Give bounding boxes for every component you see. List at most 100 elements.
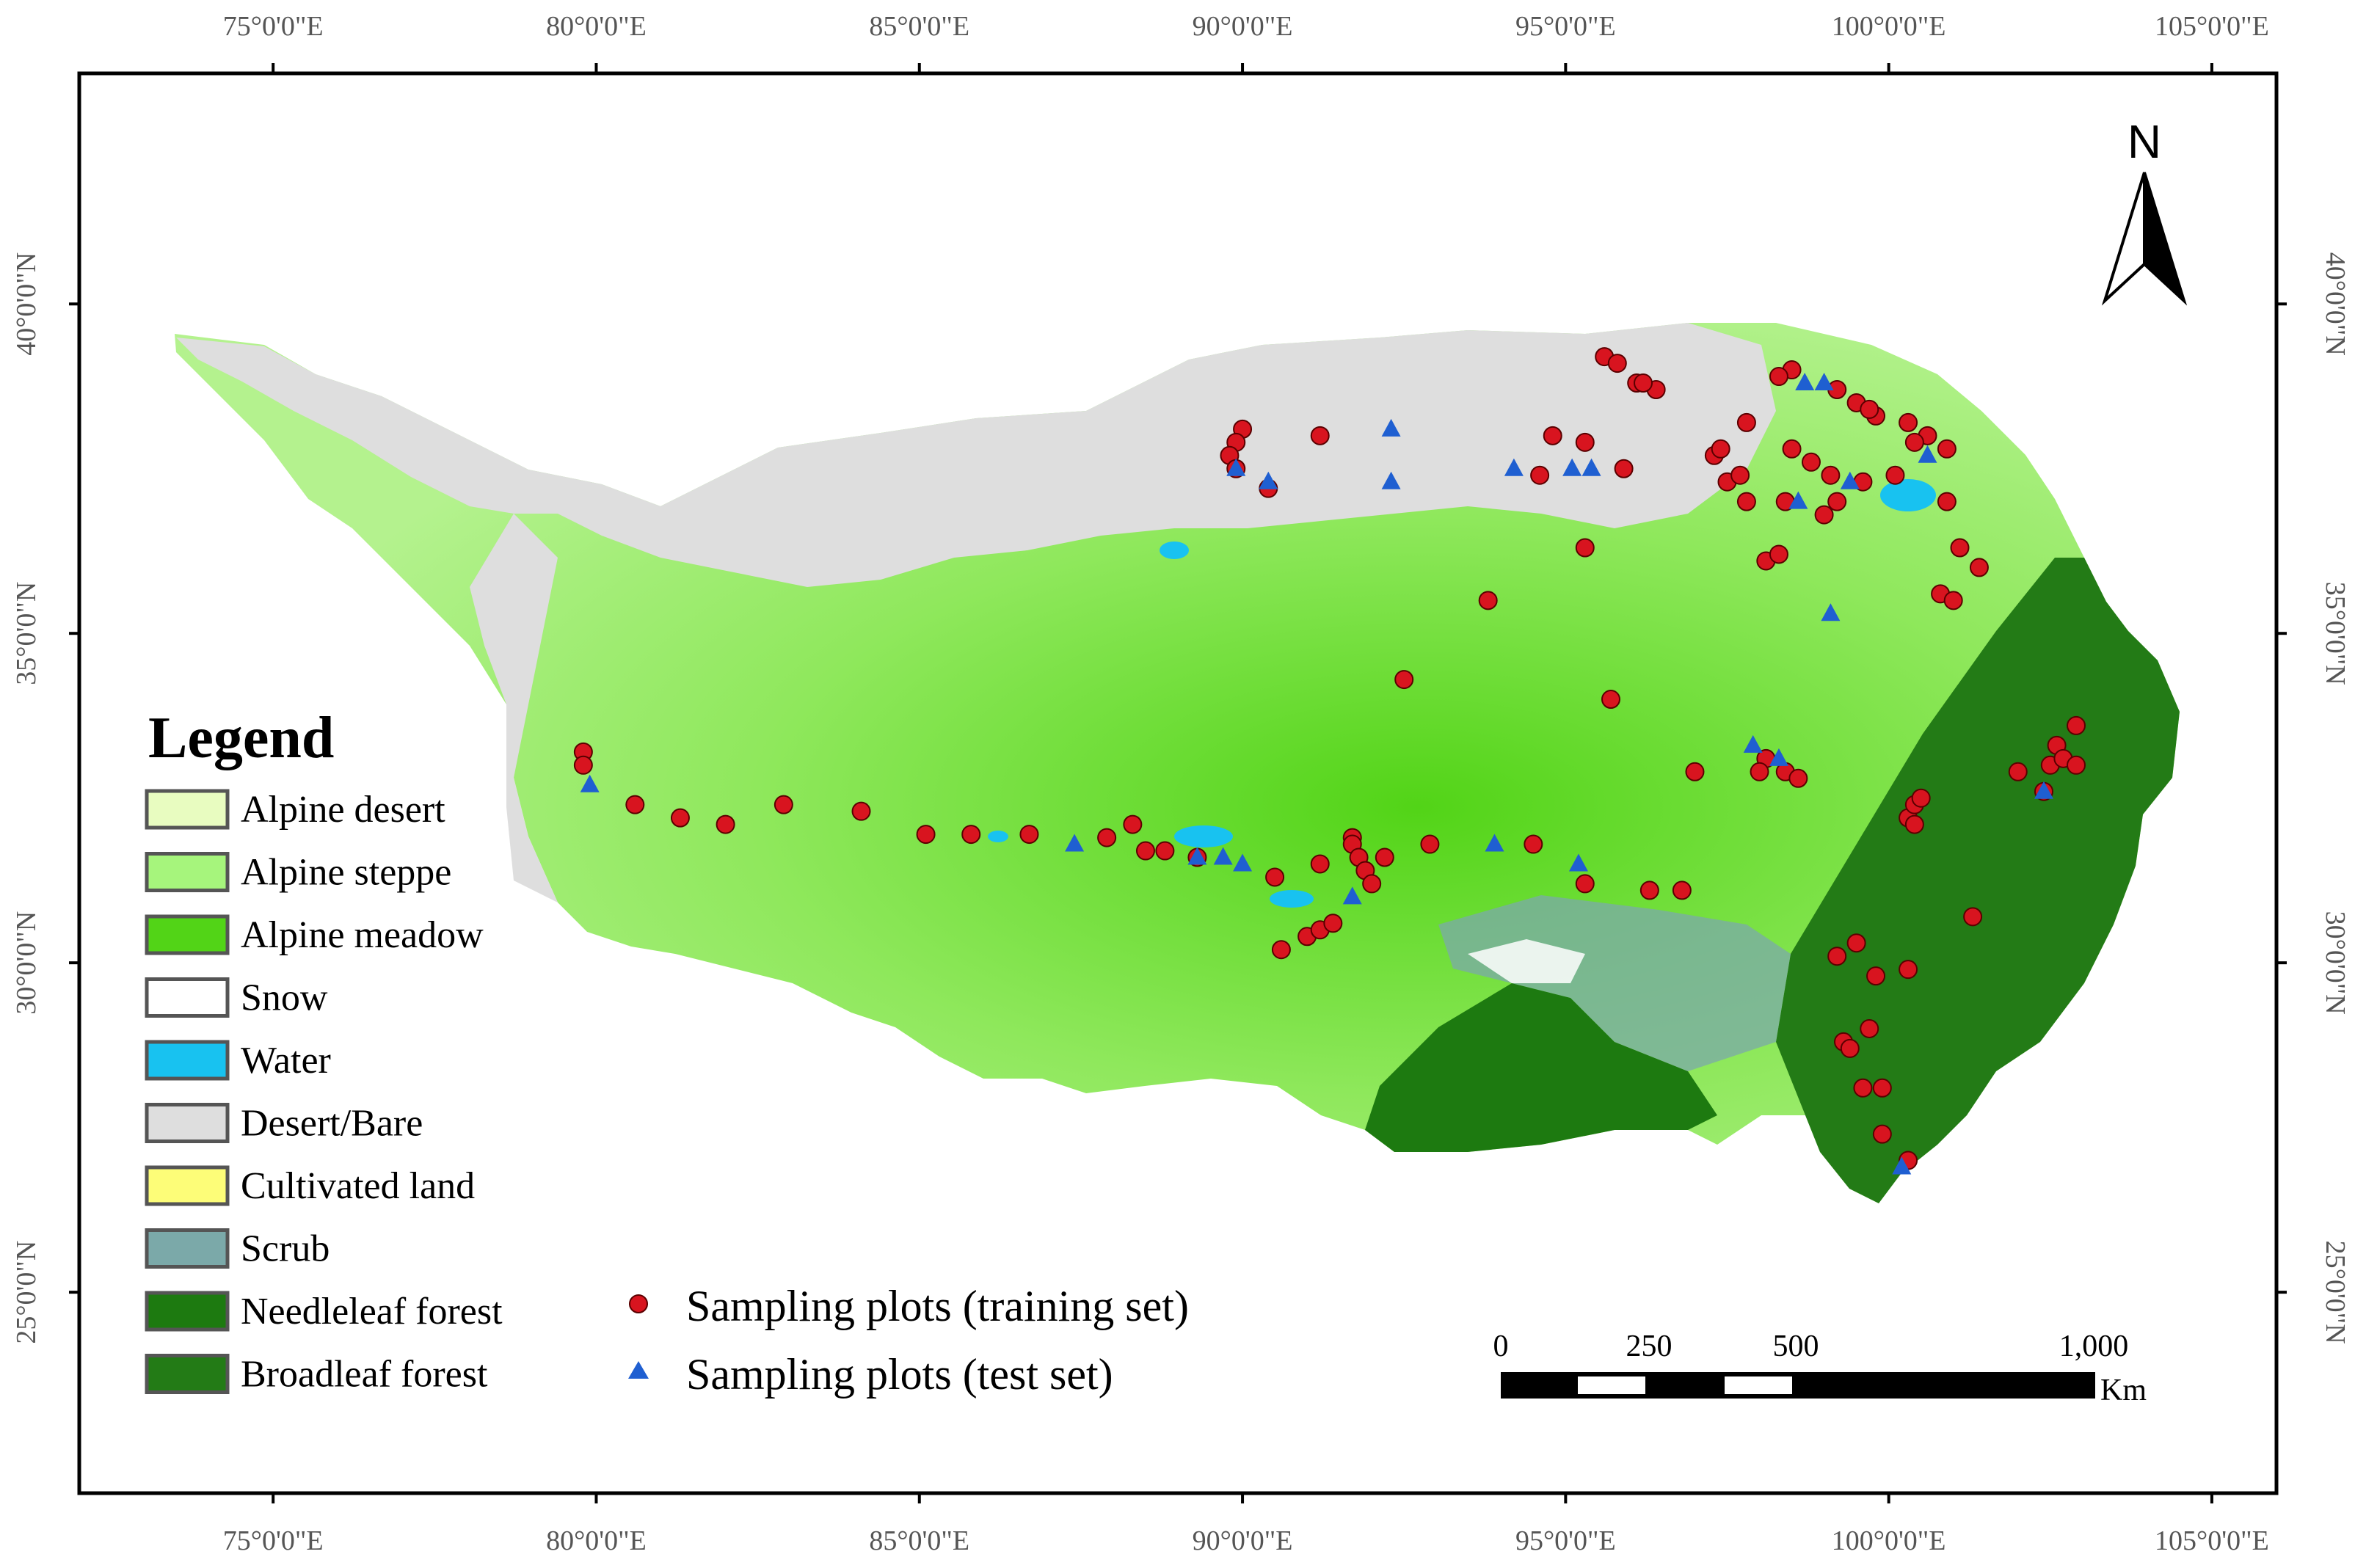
training-sample-point [1478,591,1498,610]
training-sample-point [1814,505,1834,525]
lat-label-right: 40°0'0"N [2320,252,2351,356]
test-sample-point [1821,603,1841,621]
training-sample-points [573,347,2086,1170]
legend-item-label: Alpine desert [241,789,445,831]
scale-bar-segment [1578,1376,1645,1394]
training-sample-point [774,795,793,814]
training-sample-point [1788,768,1808,788]
training-sample-point [1769,544,1788,564]
training-sample-point [1323,914,1343,933]
longitude-labels-bottom: 75°0'0"E 80°0'0"E 85°0'0"E 90°0'0"E 95°0'0"E… [223,1525,2269,1556]
training-sample-point [1860,1018,1879,1038]
training-sample-point [1846,933,1866,953]
legend-item-label: Alpine meadow [241,914,484,956]
training-sample-point [1530,465,1550,485]
test-sample-point [580,774,600,792]
lon-label-bottom: 95°0'0"E [1515,1525,1616,1556]
legend-item-label: Alpine steppe [241,852,451,894]
training-sample-point [1969,558,1989,577]
test-sample-point [1065,834,1085,852]
training-sample-point [1135,841,1155,861]
training-sample-point [1420,834,1440,854]
lat-label-left: 35°0'0"N [11,582,42,685]
training-legend-marker [629,1294,648,1313]
training-sample-point [1543,426,1562,445]
test-sample-point [1504,458,1524,476]
training-sample-point [1872,1124,1892,1144]
training-sample-point [1853,1078,1873,1098]
training-sample-point [851,801,871,821]
training-sample-point [1711,439,1730,459]
lon-label-bottom: 75°0'0"E [223,1525,324,1556]
test-sample-point [1213,847,1233,865]
scale-bar: 0 250 500 1,000 Km [1493,1330,2147,1407]
north-label: N [2127,115,2161,168]
legend-swatch [145,1228,230,1269]
training-sample-point [1801,452,1821,472]
training-sample-point [1155,841,1175,861]
legend-swatch [145,1165,230,1206]
legend-swatch [145,1103,230,1143]
training-sample-point [2067,755,2086,775]
training-sample-point [1575,874,1595,894]
training-sample-point [1943,591,1963,610]
training-sample-point [1736,412,1756,432]
training-sample-point [1872,1078,1892,1098]
test-sample-point [1187,847,1207,865]
legend: Legend Alpine desert Alpine steppe Alpine … [145,706,503,1396]
forest-area-south [1365,983,1717,1152]
training-sample-point [1899,960,1918,980]
training-sample-point [1685,762,1705,781]
training-sample-point [1375,847,1394,867]
training-sample-point [961,825,981,845]
training-sample-point [1736,492,1756,511]
scale-label-0: 0 [1493,1330,1509,1363]
legend-item-label: Needleleaf forest [241,1291,503,1332]
training-sample-point [1904,432,1924,452]
legend-item-label: Snow [241,977,328,1019]
training-sample-point [625,795,645,814]
training-sample-point [1575,538,1595,558]
legend-item-label: Cultivated land [241,1165,475,1207]
scale-bar-segment [1725,1376,1792,1394]
lon-label-bottom: 85°0'0"E [869,1525,969,1556]
test-sample-point [1581,458,1601,476]
test-legend-label: Sampling plots (test set) [686,1350,1113,1399]
training-sample-point [1730,465,1750,485]
training-sample-point [1310,426,1330,445]
training-sample-point [1607,354,1627,373]
sampling-legend: Sampling plots (training set) Sampling p… [628,1282,1189,1399]
lon-label-bottom: 80°0'0"E [546,1525,647,1556]
legend-swatch [145,1354,230,1394]
training-sample-point [1265,867,1285,887]
test-sample-point [2034,781,2053,799]
test-sample-point [1788,491,1808,509]
scale-label-250: 250 [1626,1330,1672,1363]
training-sample-point [1860,399,1879,419]
lon-label-top: 90°0'0"E [1193,11,1293,42]
training-sample-point [1614,459,1634,478]
lon-label-top: 95°0'0"E [1515,11,1616,42]
training-sample-point [2067,715,2086,735]
training-sample-point [916,825,936,845]
test-sample-point [1795,373,1815,391]
latitude-labels-left: 40°0'0"N 35°0'0"N 30°0'0"N 25°0'0"N [11,252,42,1344]
training-sample-point [1769,367,1788,387]
training-sample-point [1672,880,1692,900]
training-sample-point [1575,432,1595,452]
scale-label-500: 500 [1773,1330,1819,1363]
water-body [1880,479,1936,511]
test-sample-point [1840,471,1860,489]
test-sample-point [1381,471,1401,489]
latitude-labels-right: 40°0'0"N 35°0'0"N 30°0'0"N 25°0'0"N [2320,252,2351,1344]
legend-item-label: Scrub [241,1228,330,1270]
training-sample-point [1639,880,1659,900]
test-sample-point [1233,853,1253,872]
training-sample-point [1750,762,1769,781]
training-sample-point [1019,825,1039,845]
training-legend-label: Sampling plots (training set) [686,1282,1189,1330]
lon-label-bottom: 100°0'0"E [1832,1525,1946,1556]
lon-label-bottom: 105°0'0"E [2155,1525,2269,1556]
training-sample-point [1394,670,1414,690]
lat-label-right: 30°0'0"N [2320,911,2351,1015]
